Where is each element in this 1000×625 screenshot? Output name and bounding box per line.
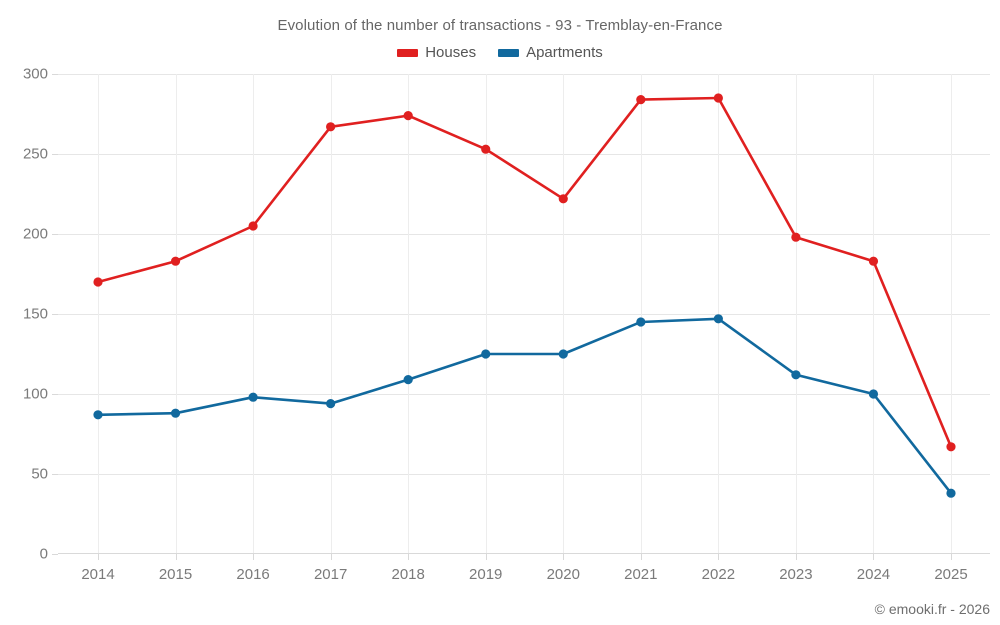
x-axis-tick-label: 2018 (391, 566, 425, 583)
data-point-houses[interactable] (946, 442, 956, 452)
y-axis-tick (52, 394, 58, 395)
x-axis-tick-label: 2019 (469, 566, 503, 583)
gridline-vertical (330, 74, 332, 554)
data-point-apartments[interactable] (946, 488, 956, 498)
chart-legend: Houses Apartments (0, 45, 1000, 60)
x-axis-tick (718, 554, 720, 560)
gridline-horizontal (58, 154, 990, 155)
x-axis-tick-label: 2021 (624, 566, 658, 583)
legend-label-houses: Houses (425, 44, 477, 61)
series-line-apartments (96, 317, 953, 495)
y-axis-labels: 0 50 100 150 200 250 300 (0, 0, 48, 625)
y-axis-tick-label: 100 (22, 385, 48, 403)
gridline-vertical (408, 74, 410, 554)
x-axis-tick (408, 554, 410, 560)
y-axis-tick-label: 300 (22, 65, 48, 83)
data-point-houses[interactable] (791, 232, 801, 242)
y-axis-tick-label: 250 (22, 145, 48, 163)
x-axis-tick-label: 2014 (81, 566, 115, 583)
gridline-vertical (253, 74, 255, 554)
data-point-houses[interactable] (326, 122, 336, 132)
y-axis-tick (52, 74, 58, 75)
chart-title: Evolution of the number of transactions … (277, 17, 723, 34)
data-point-apartments[interactable] (791, 370, 801, 380)
x-axis-tick-label: 2022 (701, 566, 736, 583)
plot-area (58, 74, 990, 554)
gridline-vertical (718, 74, 720, 554)
legend-entry-houses[interactable]: Houses (397, 45, 476, 60)
legend-swatch-apartments (498, 48, 520, 57)
data-point-houses[interactable] (636, 95, 646, 105)
x-axis-tick (951, 554, 952, 560)
y-axis-tick (52, 314, 58, 315)
x-axis-tick (175, 554, 177, 560)
x-axis-tick-label: 2023 (779, 566, 813, 583)
data-point-apartments[interactable] (93, 410, 103, 420)
x-axis-tick (485, 554, 487, 560)
x-axis-tick-label: 2016 (236, 566, 270, 583)
data-point-apartments[interactable] (170, 408, 181, 418)
y-axis-tick (52, 154, 58, 155)
gridline-vertical (563, 74, 565, 554)
x-axis-tick-label: 2015 (158, 566, 193, 583)
y-axis-tick (52, 554, 58, 555)
data-point-apartments[interactable] (248, 392, 258, 402)
x-axis-tick-label: 2024 (856, 566, 891, 583)
legend-entry-apartments[interactable]: Apartments (498, 45, 603, 60)
x-axis-tick (253, 554, 255, 560)
gridline-vertical (485, 74, 487, 554)
data-point-apartments[interactable] (326, 399, 336, 409)
data-point-houses[interactable] (713, 93, 723, 103)
series-line-houses (96, 96, 953, 449)
gridline-horizontal (58, 474, 990, 475)
gridline-horizontal (58, 234, 990, 235)
x-axis-tick-label: 2025 (934, 566, 968, 583)
gridline-vertical (175, 74, 177, 554)
gridline-vertical (795, 74, 797, 554)
data-point-houses[interactable] (403, 111, 413, 121)
data-point-houses[interactable] (170, 256, 181, 266)
data-point-houses[interactable] (93, 277, 103, 287)
data-point-apartments[interactable] (558, 349, 568, 359)
y-axis-tick-label: 0 (39, 545, 48, 563)
gridline-horizontal (58, 394, 990, 395)
y-axis-tick-label: 50 (31, 465, 48, 483)
data-point-apartments[interactable] (481, 349, 491, 359)
x-axis-tick (640, 554, 642, 560)
x-axis-line (58, 553, 990, 554)
data-point-houses[interactable] (481, 144, 491, 154)
gridline-horizontal (58, 314, 990, 315)
x-axis-tick-label: 2017 (313, 566, 348, 583)
footer-credit: © emooki.fr - 2026 (874, 601, 990, 617)
data-point-houses[interactable] (868, 256, 879, 266)
x-axis-tick (563, 554, 565, 560)
legend-swatch-houses (397, 48, 419, 57)
data-point-apartments[interactable] (713, 314, 723, 324)
y-axis-tick (52, 474, 58, 475)
y-axis-tick (52, 234, 58, 235)
gridline-vertical (873, 74, 875, 554)
x-axis-tick-label: 2020 (546, 566, 580, 583)
data-point-apartments[interactable] (403, 375, 413, 385)
data-point-apartments[interactable] (868, 389, 879, 399)
gridline-vertical (98, 74, 99, 554)
gridline-vertical (640, 74, 642, 554)
x-axis-tick (98, 554, 99, 560)
gridline-horizontal (58, 74, 990, 75)
data-point-houses[interactable] (558, 194, 568, 204)
data-point-houses[interactable] (248, 221, 258, 231)
legend-label-apartments: Apartments (526, 44, 603, 61)
x-axis-tick (795, 554, 797, 560)
y-axis-tick-label: 200 (22, 225, 48, 243)
x-axis-tick (330, 554, 332, 560)
data-point-apartments[interactable] (636, 317, 646, 327)
gridline-vertical (951, 74, 952, 554)
x-axis-tick (873, 554, 875, 560)
y-axis-tick-label: 150 (22, 305, 48, 323)
